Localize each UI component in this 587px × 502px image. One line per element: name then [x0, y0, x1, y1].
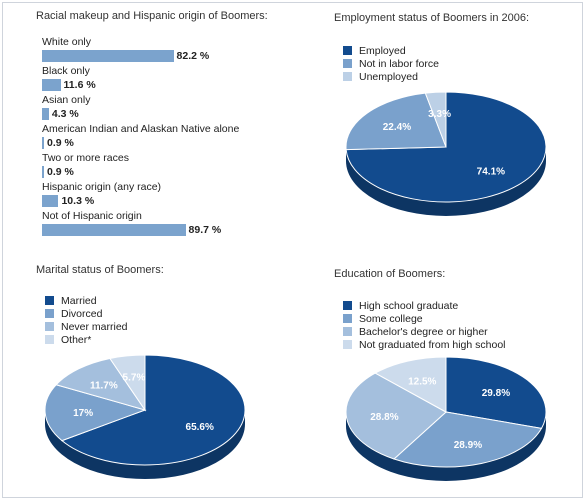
legend-label: Married — [61, 295, 97, 307]
legend-label: High school graduate — [359, 300, 459, 312]
legend-swatch — [45, 296, 54, 305]
pie-label: 5.7% — [123, 372, 146, 383]
pie-slice-married — [60, 354, 246, 466]
pie-label: 28.9% — [454, 440, 482, 451]
bar-row-white-only: White only 82.2 % — [42, 36, 282, 66]
pie-label: 11.7% — [90, 380, 118, 391]
pie-label: 22.4% — [383, 122, 411, 133]
employment-pie-chart: 74.1% 22.4% 3.3% — [345, 91, 547, 216]
legend-swatch — [343, 59, 352, 68]
bar-value-label: 0.9 % — [47, 166, 74, 178]
legend-swatch — [343, 72, 352, 81]
pie-label: 3.3% — [428, 109, 451, 120]
pie-side — [346, 412, 546, 481]
pie-slice-other — [109, 354, 146, 412]
bar — [42, 137, 44, 149]
bar — [42, 50, 174, 62]
bar-row-american-indian-and-alaskan-native-alone: American Indian and Alaskan Native alone… — [42, 123, 282, 153]
bar-label: Hispanic origin (any race) — [42, 181, 162, 193]
bar-label: Asian only — [42, 94, 91, 106]
bar-row-asian-only: Asian only 4.3 % — [42, 94, 282, 124]
bar-row-black-only: Black only 11.6 % — [42, 65, 282, 95]
legend-label: Bachelor's degree or higher — [359, 326, 488, 338]
pie-label: 28.8% — [370, 412, 398, 423]
legend-swatch — [343, 327, 352, 336]
bar — [42, 224, 186, 236]
legend-swatch — [343, 314, 352, 323]
legend-swatch — [343, 46, 352, 55]
marital-pie-chart: 65.6% 17% 11.7% 5.7% — [44, 354, 246, 479]
bar-label: Black only — [42, 65, 90, 77]
marital-chart-title: Marital status of Boomers: — [36, 264, 164, 276]
pie-slice-unemployed — [424, 91, 447, 148]
employment-chart-title: Employment status of Boomers in 2006: — [334, 12, 530, 24]
legend-swatch — [45, 309, 54, 318]
bar — [42, 108, 49, 120]
legend-label: Other* — [61, 334, 92, 346]
bar-label: American Indian and Alaskan Native alone — [42, 123, 240, 135]
pie-slice-not-in-labor-force — [345, 92, 447, 151]
pie-slice-bachelor-s-degree-or-higher — [345, 372, 447, 460]
legend-label: Never married — [61, 321, 128, 333]
legend-swatch — [343, 301, 352, 310]
education-chart-title: Education of Boomers: — [334, 268, 446, 280]
bar-label: Two or more races — [42, 152, 129, 164]
pie-label: 17% — [73, 408, 93, 419]
legend-label: Unemployed — [359, 71, 418, 83]
race-bar-chart: White only 82.2 % Black only 11.6 % Asian on… — [42, 36, 282, 246]
pie-label: 74.1% — [477, 167, 505, 178]
bar-row-two-or-more-races: Two or more races 0.9 % — [42, 152, 282, 182]
pie-label: 12.5% — [408, 376, 436, 387]
legend-label: Divorced — [61, 308, 103, 320]
pie-slice-never-married — [55, 357, 147, 411]
education-pie-chart: 29.8% 28.9% 28.8% 12.5% — [345, 356, 547, 481]
bar-row-not-of-hispanic-origin: Not of Hispanic origin 89.7 % — [42, 210, 282, 240]
bar-value-label: 11.6 % — [63, 79, 96, 91]
bar-label: White only — [42, 36, 92, 48]
legend-label: Not in labor force — [359, 58, 439, 70]
legend-label: Employed — [359, 45, 406, 57]
bar — [42, 166, 44, 178]
bar-label: Not of Hispanic origin — [42, 210, 142, 222]
bar-value-label: 4.3 % — [51, 108, 79, 120]
bar — [42, 79, 61, 91]
pie-label: 29.8% — [482, 388, 510, 399]
pie-slice-high-school-graduate — [445, 356, 547, 429]
bar-row-hispanic-origin-any-race: Hispanic origin (any race) 10.3 % — [42, 181, 282, 211]
bar — [42, 195, 59, 207]
pie-side — [45, 410, 245, 479]
legend-swatch — [45, 335, 54, 344]
legend-swatch — [45, 322, 54, 331]
pie-side — [346, 147, 546, 216]
bar-value-label: 82.2 % — [176, 50, 210, 62]
legend-swatch — [343, 340, 352, 349]
bar-value-label: 89.7 % — [188, 224, 222, 236]
pie-label: 65.6% — [186, 422, 214, 433]
legend-label: Not graduated from high school — [359, 339, 506, 351]
race-chart-title: Racial makeup and Hispanic origin of Boo… — [36, 10, 268, 22]
legend-label: Some college — [359, 313, 423, 325]
bar-value-label: 0.9 % — [47, 137, 74, 149]
pie-slice-divorced — [44, 384, 147, 442]
pie-slice-not-graduated-from-high-school — [374, 356, 447, 413]
bar-value-label: 10.3 % — [61, 195, 95, 207]
